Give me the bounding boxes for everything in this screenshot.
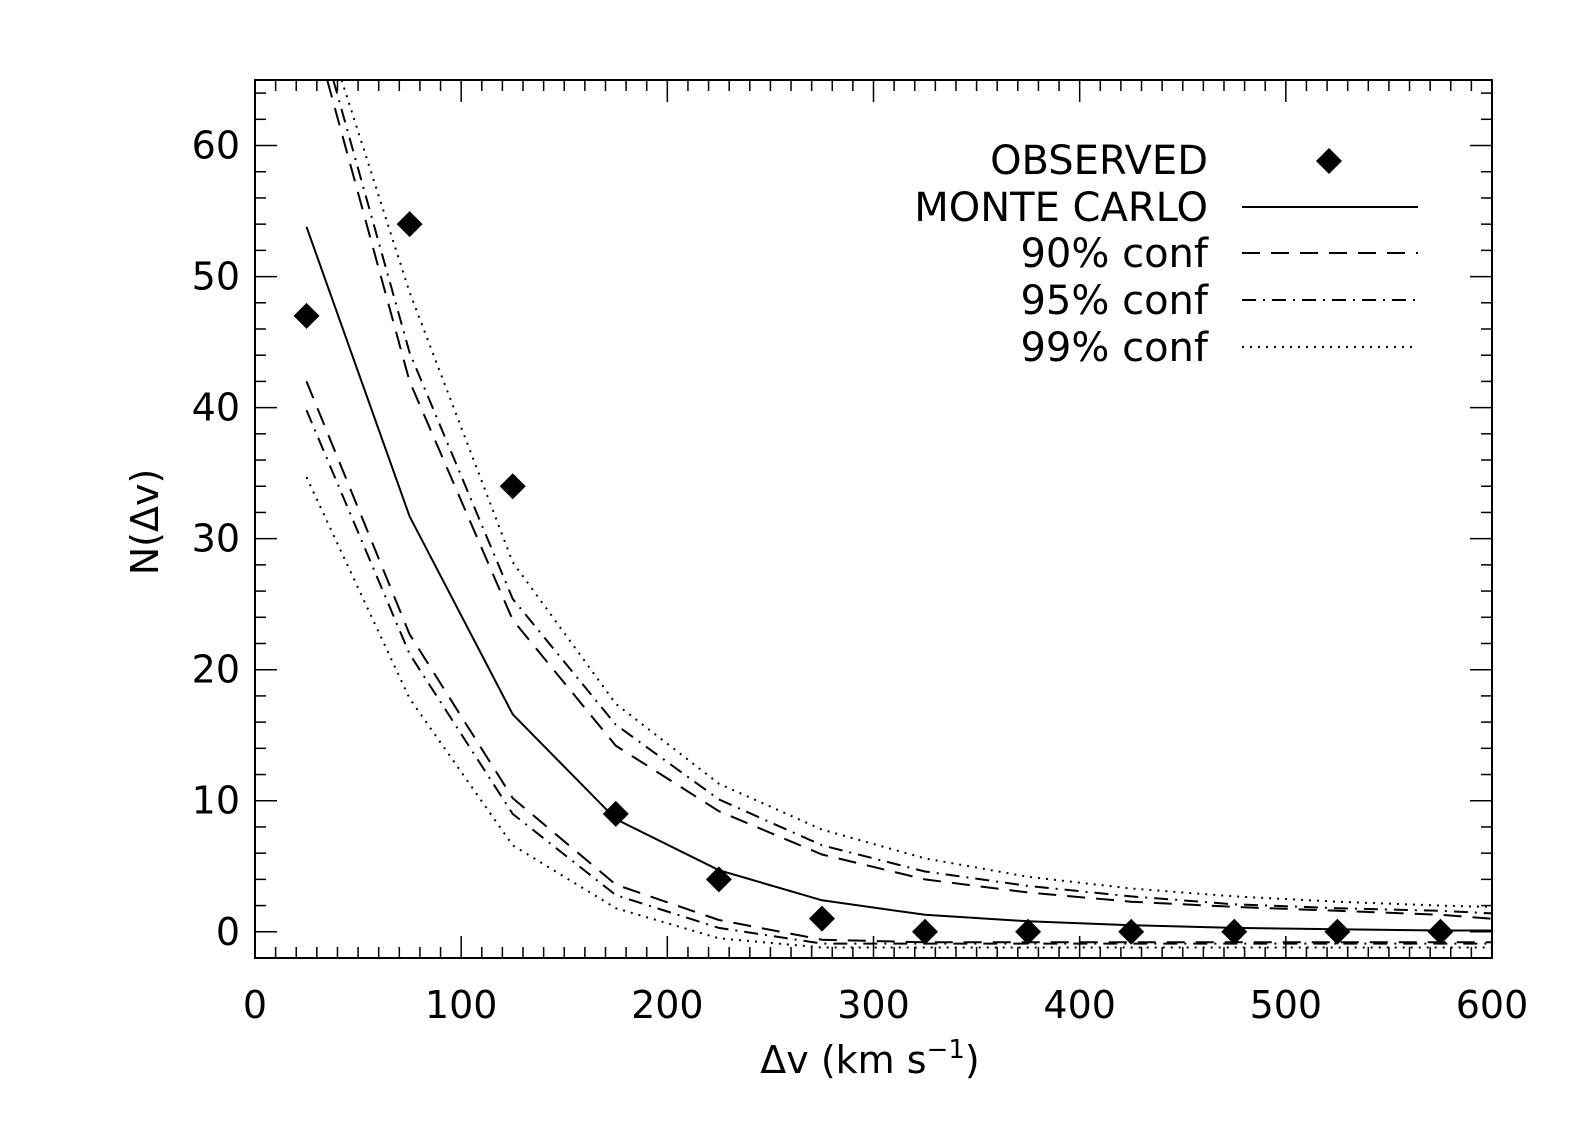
x-tick-label: 0	[243, 983, 267, 1027]
axis-ticks	[254, 80, 1493, 958]
legend-label: 99% conf	[1020, 325, 1208, 371]
observed-point	[705, 866, 732, 893]
observed-point	[499, 473, 526, 500]
x-tick-label: 600	[1456, 983, 1529, 1027]
series-lines	[305, 80, 1492, 949]
observed-point	[602, 800, 629, 827]
observed-point	[293, 302, 320, 329]
legend-label: OBSERVED	[990, 138, 1208, 184]
legend-label: 95% conf	[1020, 278, 1208, 324]
y-tick-label: 20	[192, 648, 240, 692]
x-axis-label: Δv (km s−1)	[760, 1035, 979, 1082]
observed-point	[396, 211, 423, 238]
x-tick-label: 500	[1250, 983, 1323, 1027]
y-axis-label: N(Δv)	[123, 469, 167, 576]
y-tick-label: 30	[192, 517, 240, 561]
observed-points	[293, 211, 1454, 945]
observed-point	[1324, 918, 1351, 945]
observed-point	[912, 918, 939, 945]
series-line	[332, 80, 1492, 915]
x-tick-label: 100	[425, 983, 498, 1027]
plot-frame	[254, 79, 1493, 959]
y-tick-label: 40	[192, 386, 240, 430]
series-line	[305, 381, 1492, 944]
tick-labels: 0 100 200 300 400 500 600 0 10 20 30 40 50 60	[192, 124, 1529, 1027]
observed-point	[1118, 918, 1145, 945]
y-tick-label: 10	[192, 779, 240, 823]
y-tick-label: 0	[216, 910, 240, 954]
legend-label: 90% conf	[1020, 231, 1208, 277]
y-tick-label: 50	[192, 255, 240, 299]
x-tick-label: 200	[631, 983, 704, 1027]
x-tick-label: 300	[837, 983, 910, 1027]
legend-marker	[1316, 148, 1342, 174]
y-tick-label: 60	[192, 124, 240, 168]
series-line	[305, 409, 1492, 945]
series-line	[305, 226, 1492, 932]
observed-point	[1015, 918, 1042, 945]
observed-point	[1221, 918, 1248, 945]
observed-point	[808, 905, 835, 932]
series-line	[326, 80, 1492, 920]
x-tick-label: 400	[1043, 983, 1116, 1027]
legend-label: MONTE CARLO	[914, 185, 1208, 231]
observed-point	[1427, 918, 1454, 945]
series-line	[305, 476, 1492, 949]
